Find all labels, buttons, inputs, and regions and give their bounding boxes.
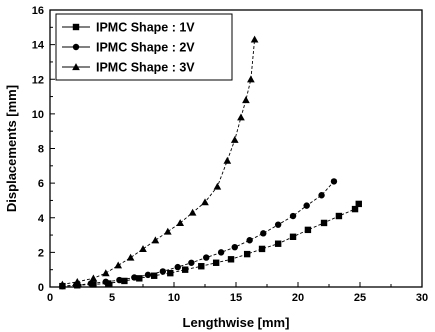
data-point-triangle: [101, 269, 110, 277]
data-point-triangle: [139, 245, 147, 252]
data-point-triangle: [242, 96, 250, 104]
data-point-triangle: [176, 219, 185, 227]
legend-label: IPMC Shape : 3V: [96, 61, 195, 75]
data-point-triangle: [250, 35, 259, 43]
data-point-triangle: [114, 261, 123, 269]
legend-marker-circle: [72, 43, 80, 51]
data-point-circle: [203, 254, 210, 261]
data-point-square: [351, 205, 359, 213]
x-tick-label: 30: [416, 292, 428, 304]
data-point-circle: [318, 192, 325, 199]
y-tick-label: 12: [32, 74, 44, 86]
data-point-triangle: [89, 274, 98, 282]
data-point-circle: [116, 276, 123, 284]
data-point-circle: [102, 278, 110, 286]
data-point-triangle: [73, 277, 82, 285]
x-tick-label: 0: [47, 292, 53, 304]
y-tick-label: 6: [38, 178, 44, 190]
data-point-triangle: [163, 227, 172, 235]
data-point-circle: [330, 178, 338, 185]
data-point-square: [355, 200, 362, 208]
legend-label: IPMC Shape : 1V: [96, 21, 195, 35]
data-point-circle: [144, 271, 152, 279]
data-point-circle: [303, 202, 310, 209]
data-point-circle: [217, 249, 225, 256]
data-point-square: [167, 269, 174, 277]
data-point-square: [335, 212, 343, 220]
data-point-triangle: [247, 75, 255, 83]
x-tick-label: 5: [109, 292, 115, 304]
data-point-circle: [159, 268, 167, 275]
data-point-square: [181, 266, 189, 273]
x-tick-label: 25: [354, 292, 366, 304]
data-point-circle: [246, 237, 253, 244]
data-point-circle: [188, 259, 195, 266]
data-point-triangle: [213, 182, 222, 190]
y-tick-label: 8: [38, 144, 44, 156]
data-point-circle: [174, 263, 181, 271]
x-tick-label: 15: [230, 292, 242, 304]
data-point-triangle: [188, 208, 197, 216]
data-point-triangle: [237, 113, 245, 121]
y-tick-label: 2: [38, 247, 44, 259]
data-point-triangle: [223, 156, 232, 164]
data-point-circle: [289, 212, 297, 220]
data-point-triangle: [126, 253, 135, 261]
data-point-square: [136, 275, 143, 282]
data-point-square: [212, 259, 220, 266]
y-tick-label: 0: [38, 282, 44, 294]
data-point-square: [274, 240, 282, 247]
y-axis-label: Displacements [mm]: [4, 85, 19, 212]
data-point-circle: [260, 230, 267, 237]
data-point-triangle: [58, 280, 67, 288]
x-tick-label: 10: [168, 292, 180, 304]
legend-label: IPMC Shape : 2V: [96, 41, 195, 55]
data-point-triangle: [230, 136, 239, 143]
data-point-circle: [231, 243, 238, 251]
y-tick-label: 16: [32, 5, 44, 17]
legend-marker-square: [72, 23, 80, 31]
data-point-square: [150, 272, 158, 279]
data-point-circle: [274, 221, 282, 228]
data-point-square: [258, 245, 266, 253]
y-tick-label: 10: [32, 109, 44, 121]
x-tick-label: 20: [292, 292, 304, 304]
data-point-square: [198, 263, 205, 270]
data-point-square: [320, 219, 328, 227]
data-point-triangle: [201, 198, 209, 206]
data-point-square: [243, 250, 251, 258]
data-point-triangle: [151, 236, 160, 244]
data-point-square: [227, 256, 235, 263]
y-tick-label: 4: [38, 213, 45, 225]
data-point-circle: [131, 274, 138, 281]
data-point-circle: [87, 280, 95, 287]
data-point-square: [304, 226, 312, 234]
y-tick-label: 14: [32, 40, 45, 52]
legend-marker-triangle: [72, 63, 80, 71]
x-axis-label: Lengthwise [mm]: [183, 315, 290, 330]
data-point-square: [121, 277, 128, 285]
data-point-square: [289, 233, 297, 240]
